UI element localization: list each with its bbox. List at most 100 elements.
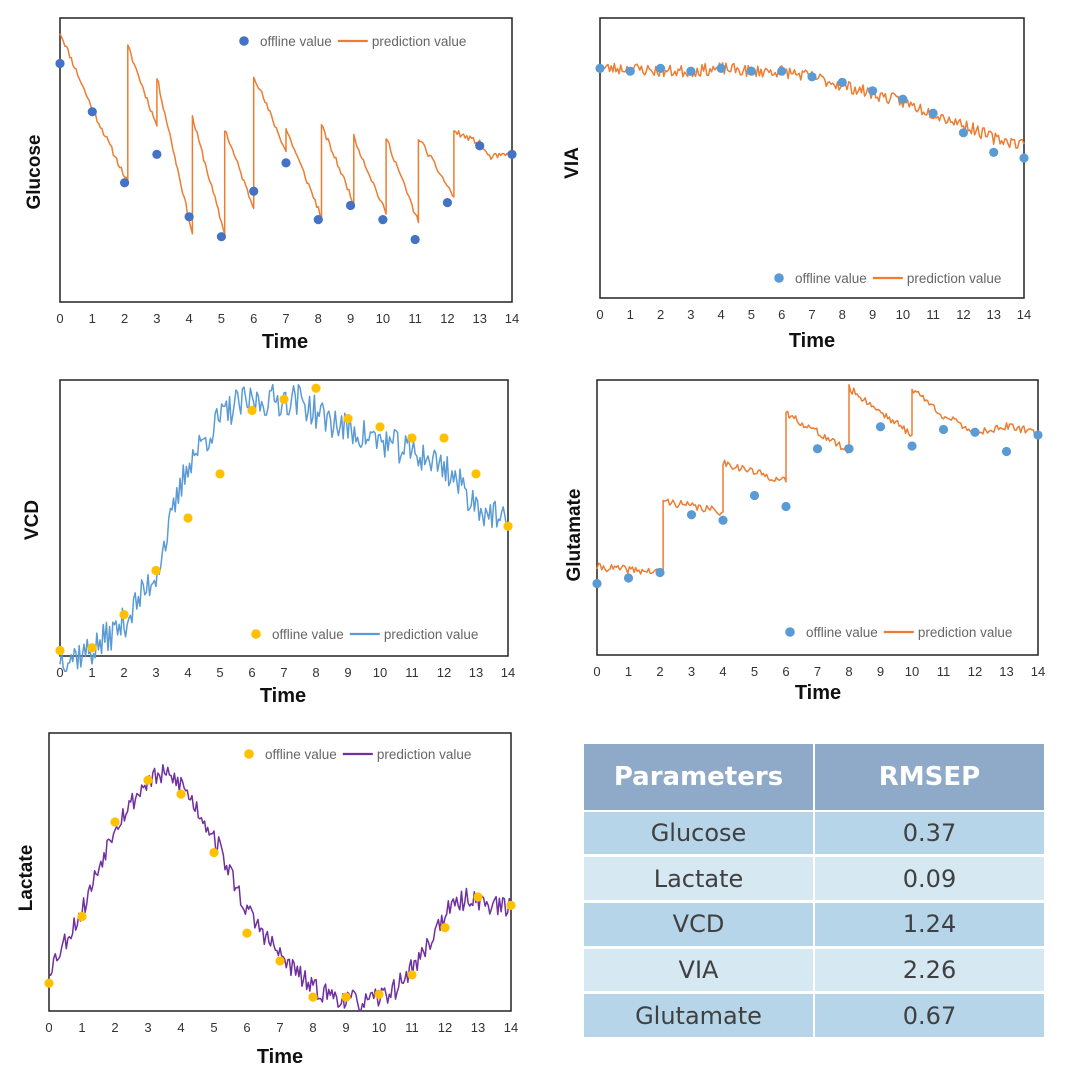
plot-frame	[596, 379, 1039, 656]
x-axis-label: Time	[262, 331, 308, 353]
legend-offline-label: offline value	[806, 625, 878, 640]
x-tick-label: 9	[877, 664, 884, 679]
x-tick-label: 8	[312, 665, 319, 680]
x-tick-label: 2	[121, 311, 128, 326]
offline-point	[718, 515, 728, 525]
x-tick-label: 8	[315, 311, 322, 326]
x-tick-label: 12	[440, 311, 454, 326]
offline-point	[152, 149, 162, 159]
offline-point	[151, 565, 161, 576]
x-tick-label: 5	[748, 307, 755, 322]
offline-point	[311, 383, 321, 393]
x-tick-label: 0	[56, 665, 63, 680]
offline-point	[308, 992, 318, 1002]
offline-point	[938, 424, 949, 435]
x-tick-label: 5	[218, 311, 225, 326]
x-tick-label: 9	[342, 1020, 349, 1035]
table-row: VIA 2.26	[584, 947, 1044, 995]
table-cell-rmsep: 1.24	[814, 901, 1044, 949]
offline-point	[592, 578, 602, 589]
x-axis-label: Time	[260, 685, 306, 707]
offline-point	[242, 928, 252, 938]
legend-offline-label: offline value	[265, 747, 337, 762]
offline-point	[623, 573, 634, 583]
legend-offline-marker	[239, 36, 249, 46]
x-tick-label: 6	[250, 311, 257, 326]
x-tick-label: 7	[814, 664, 821, 679]
offline-point	[119, 610, 129, 620]
offline-point	[595, 63, 605, 73]
x-tick-label: 5	[216, 665, 223, 680]
prediction-line	[596, 383, 1039, 575]
x-tick-label: 6	[782, 664, 789, 679]
table-header-rmsep: RMSEP	[814, 744, 1044, 812]
legend-offline-label: offline value	[795, 271, 867, 286]
offline-point	[87, 107, 97, 117]
legend-offline-marker	[785, 627, 795, 637]
table-cell-parameter: VCD	[584, 901, 815, 949]
x-tick-label: 13	[999, 664, 1013, 679]
x-tick-label: 2	[120, 665, 127, 680]
offline-point	[215, 469, 225, 479]
x-tick-label: 4	[186, 311, 193, 326]
offline-point	[686, 510, 697, 520]
offline-point	[247, 405, 257, 415]
x-tick-label: 12	[956, 307, 970, 322]
prediction-line	[59, 383, 509, 673]
x-tick-label: 0	[596, 307, 603, 322]
rmsep-table: Parameters RMSEP Glucose 0.37 Lactate 0.…	[584, 744, 1044, 1040]
x-tick-label: 5	[751, 664, 758, 679]
offline-point	[343, 414, 353, 424]
x-tick-label: 14	[504, 1020, 518, 1035]
legend-prediction-label: prediction value	[918, 625, 1013, 640]
x-tick-label: 14	[1031, 664, 1045, 679]
x-tick-label: 0	[593, 664, 600, 679]
x-tick-label: 0	[56, 311, 63, 326]
offline-point	[184, 212, 194, 222]
offline-point	[1033, 430, 1043, 440]
offline-point	[812, 444, 823, 454]
x-tick-label: 13	[472, 311, 486, 326]
legend-offline-marker	[774, 273, 784, 283]
offline-point	[655, 63, 666, 73]
offline-point	[875, 422, 886, 432]
offline-point	[110, 817, 120, 827]
offline-point	[507, 149, 517, 159]
offline-point	[119, 178, 130, 188]
offline-point	[907, 441, 917, 451]
offline-point	[345, 200, 356, 211]
x-tick-label: 0	[45, 1020, 52, 1035]
offline-point	[625, 66, 635, 76]
x-axis-label: Time	[257, 1046, 303, 1068]
offline-point	[77, 911, 87, 922]
offline-point	[275, 956, 285, 966]
x-tick-label: 3	[687, 307, 694, 322]
prediction-line	[48, 764, 512, 1012]
x-tick-label: 9	[344, 665, 351, 680]
table-header-row: Parameters RMSEP	[584, 744, 1044, 812]
offline-point	[374, 989, 384, 999]
offline-point	[439, 433, 449, 443]
x-tick-label: 3	[153, 311, 160, 326]
offline-point	[440, 923, 450, 933]
offline-point	[473, 892, 483, 902]
x-tick-label: 7	[276, 1020, 283, 1035]
legend: offline value prediction value	[244, 747, 471, 762]
chart-panel-glutamate: 0 1 2 3 4 5 6 7 8 9 10 11 12 13 14TimeGlutamateoffline…	[564, 379, 1045, 704]
offline-point	[928, 108, 938, 118]
table-cell-parameter: Glutamate	[584, 992, 815, 1040]
table-cell-rmsep: 0.37	[814, 811, 1044, 858]
x-tick-label: 9	[869, 307, 876, 322]
offline-point	[442, 198, 453, 208]
table-row: Glucose 0.37	[584, 811, 1044, 858]
x-tick-label: 1	[625, 664, 632, 679]
offline-point	[176, 789, 186, 799]
x-tick-label: 7	[808, 307, 815, 322]
offline-point	[378, 215, 388, 225]
offline-point	[970, 427, 980, 437]
offline-point	[807, 72, 817, 82]
offline-point	[777, 66, 787, 76]
